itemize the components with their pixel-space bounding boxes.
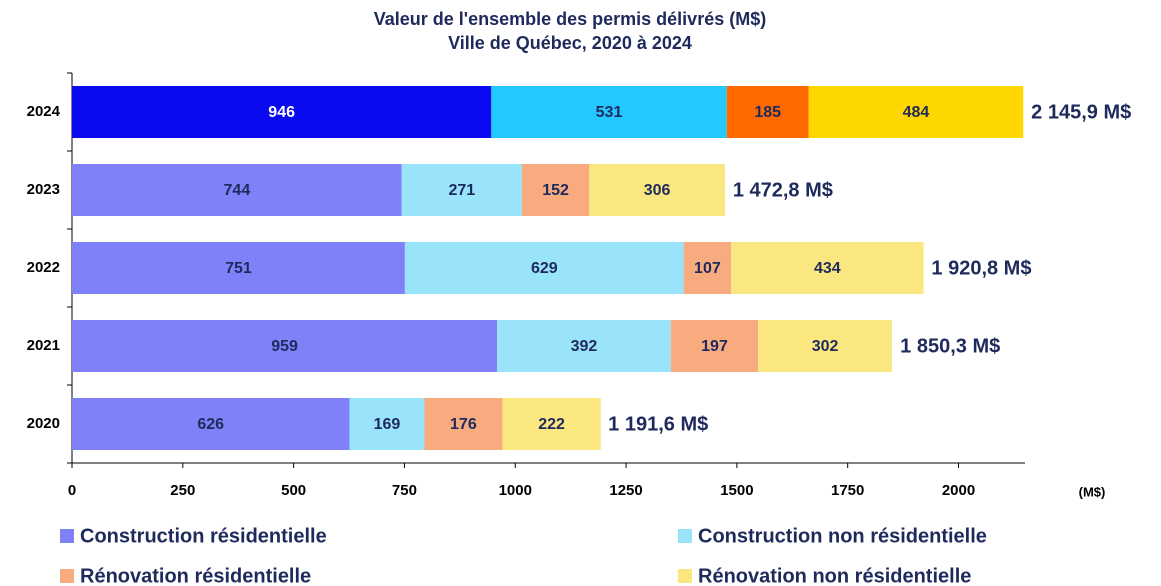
bar-segment xyxy=(497,320,671,372)
legend-swatch xyxy=(678,569,692,583)
y-tick-label: 2022 xyxy=(27,259,60,276)
bar-segment xyxy=(502,398,601,450)
bar-label: 744 xyxy=(224,182,251,199)
y-tick-label: 2021 xyxy=(27,337,60,354)
x-tick-label: 1750 xyxy=(831,482,864,499)
legend-label: Rénovation résidentielle xyxy=(80,565,311,586)
legend-label: Construction non résidentielle xyxy=(698,525,987,547)
bar-segment xyxy=(72,164,402,216)
bar-label: 222 xyxy=(538,416,565,433)
bar-segment xyxy=(401,164,522,216)
x-tick-label: 750 xyxy=(392,482,417,499)
bar-label: 185 xyxy=(754,104,781,121)
bar-segment xyxy=(72,398,350,450)
bar-segment xyxy=(683,242,732,294)
bar-segment xyxy=(808,86,1024,138)
x-tick-label: 250 xyxy=(170,482,195,499)
total-label: 1 850,3 M$ xyxy=(900,335,1000,357)
x-tick-label: 0 xyxy=(68,482,76,499)
bar-label: 271 xyxy=(448,182,475,199)
y-tick-label: 2023 xyxy=(27,181,60,198)
bar-segment xyxy=(72,242,405,294)
bar-label: 626 xyxy=(197,416,224,433)
x-tick-label: 1500 xyxy=(720,482,753,499)
bar-label: 959 xyxy=(271,338,298,355)
legend-swatch xyxy=(678,529,692,543)
total-label: 1 920,8 M$ xyxy=(931,257,1031,279)
bar-segment xyxy=(521,164,590,216)
bar-label: 169 xyxy=(374,416,401,433)
bar-segment xyxy=(589,164,725,216)
bar-segment xyxy=(72,320,498,372)
bar-segment xyxy=(731,242,924,294)
bar-label: 484 xyxy=(903,104,930,121)
bar-label: 197 xyxy=(701,338,728,355)
x-axis-label: (M$) xyxy=(1079,484,1106,499)
x-tick-label: 1250 xyxy=(609,482,642,499)
bar-segment xyxy=(670,320,759,372)
bar-segment xyxy=(758,320,893,372)
x-tick-label: 500 xyxy=(281,482,306,499)
bar-label: 152 xyxy=(542,182,569,199)
bar-label: 434 xyxy=(814,260,841,277)
x-tick-label: 1000 xyxy=(499,482,532,499)
legend-swatch xyxy=(60,569,74,583)
bar-label: 751 xyxy=(225,260,252,277)
x-tick-label: 2000 xyxy=(942,482,975,499)
chart-subtitle: Ville de Québec, 2020 à 2024 xyxy=(448,33,692,53)
legend-label: Construction résidentielle xyxy=(80,525,327,547)
bar-label: 629 xyxy=(531,260,558,277)
bar-label: 392 xyxy=(571,338,598,355)
bar-segment xyxy=(404,242,684,294)
bar-label: 176 xyxy=(450,416,477,433)
bar-label: 107 xyxy=(694,260,721,277)
legend-swatch xyxy=(60,529,74,543)
bar-segment xyxy=(424,398,503,450)
bar-segment xyxy=(72,86,492,138)
bar-segment xyxy=(726,86,809,138)
y-tick-label: 2020 xyxy=(27,415,60,432)
bar-label: 946 xyxy=(268,104,295,121)
bar-label: 302 xyxy=(812,338,839,355)
legend-label: Rénovation non résidentielle xyxy=(698,565,971,586)
bar-segment xyxy=(491,86,727,138)
total-label: 1 191,6 M$ xyxy=(608,413,708,435)
bar-label: 306 xyxy=(644,182,671,199)
bar-label: 531 xyxy=(596,104,623,121)
y-tick-label: 2024 xyxy=(27,103,61,120)
chart-title: Valeur de l'ensemble des permis délivrés… xyxy=(374,9,766,29)
total-label: 2 145,9 M$ xyxy=(1031,101,1131,123)
bar-segment xyxy=(349,398,425,450)
total-label: 1 472,8 M$ xyxy=(733,179,833,201)
